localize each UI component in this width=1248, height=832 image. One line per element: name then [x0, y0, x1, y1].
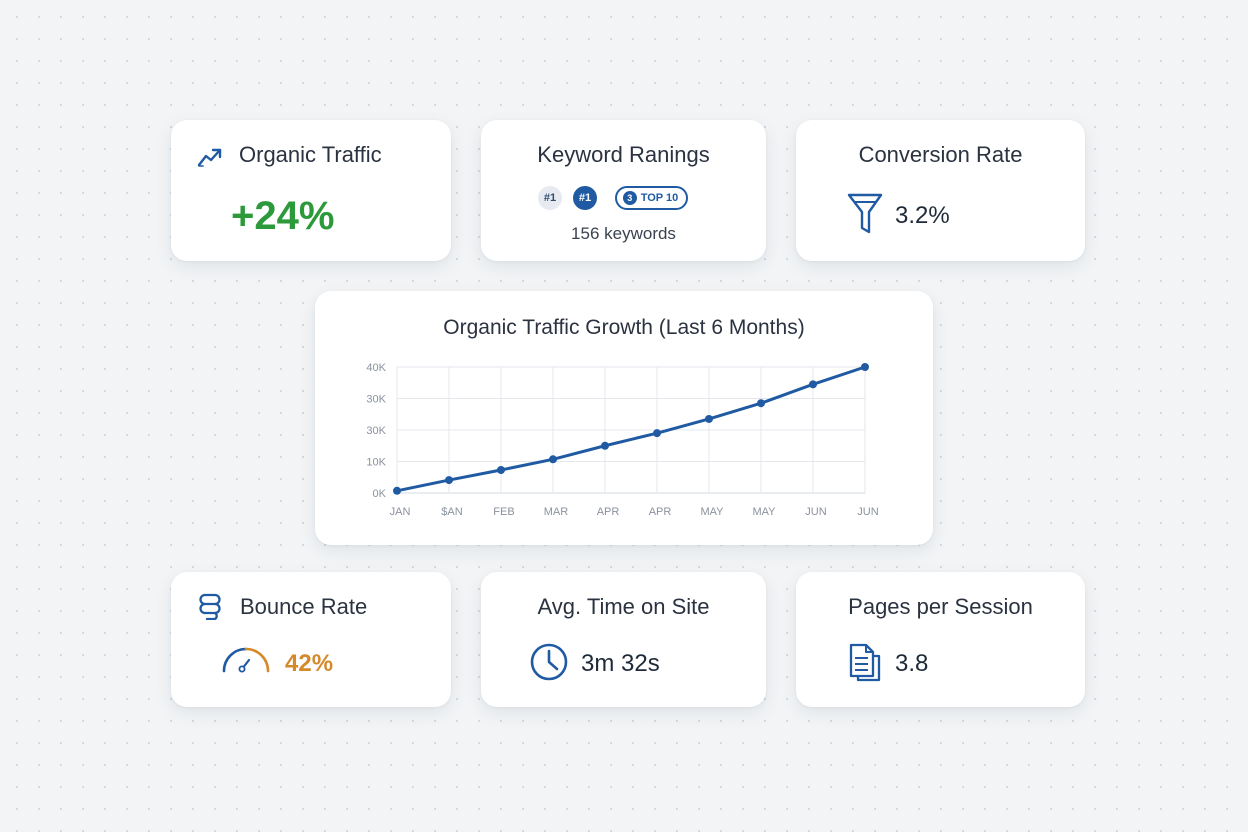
pages-icon — [849, 643, 881, 682]
top10-label: TOP 10 — [640, 192, 679, 204]
top10-badge: 3 TOP 10 — [615, 186, 688, 210]
data-point — [497, 466, 505, 475]
x-tick-label: APR — [649, 506, 672, 518]
data-point — [861, 363, 869, 371]
pages-per-session-value: 3.8 — [895, 650, 929, 677]
rank-circle: 3 — [622, 191, 637, 205]
keyword-count: 156 keywords — [571, 224, 676, 243]
data-point — [757, 399, 765, 408]
gauge-icon — [222, 647, 270, 673]
pages-per-session-card: Pages per Session 3.8 — [796, 572, 1085, 707]
rank-badge-1: #1 — [538, 186, 562, 210]
avg-time-card: Avg. Time on Site 3m 32s — [481, 572, 766, 707]
y-tick-label: 40K — [366, 362, 386, 374]
x-tick-label: MAR — [544, 506, 569, 518]
data-point — [393, 486, 401, 495]
series-line — [395, 365, 867, 493]
y-tick-label: 0K — [373, 488, 387, 500]
bounce-rate-card: Bounce Rate 42% — [171, 572, 451, 707]
bounce-rate-value: 42% — [285, 650, 334, 677]
avg-time-title: Avg. Time on Site — [537, 594, 710, 619]
data-point — [601, 441, 609, 450]
organic-traffic-value: +24% — [231, 194, 335, 238]
organic-traffic-title: Organic Traffic — [239, 142, 382, 167]
traffic-chart-card: Organic Traffic Growth (Last 6 Months) 0… — [315, 291, 933, 545]
x-tick-label: JUN — [805, 506, 826, 518]
conversion-rate-title: Conversion Rate — [858, 142, 1023, 167]
x-tick-label: JAN — [390, 506, 411, 518]
conversion-rate-card: Conversion Rate 3.2% — [796, 120, 1085, 261]
bounce-rate-title: Bounce Rate — [240, 594, 368, 619]
x-tick-label: APR — [597, 506, 620, 518]
avg-time-value: 3m 32s — [581, 650, 660, 677]
data-point — [809, 380, 817, 389]
data-point — [653, 429, 661, 438]
keyword-rankings-title: Keyword Ranings — [537, 142, 710, 167]
clock-icon — [530, 643, 568, 681]
y-tick-label: 30K — [366, 425, 386, 437]
data-point — [549, 455, 557, 464]
x-tick-label: FEB — [493, 506, 514, 518]
trending-up-icon — [197, 148, 222, 167]
bounce-icon — [199, 593, 221, 620]
conversion-rate-value: 3.2% — [895, 202, 950, 229]
x-tick-label: $AN — [441, 506, 462, 518]
x-tick-label: MAY — [700, 506, 724, 518]
funnel-icon — [847, 193, 883, 234]
y-tick-label: 10K — [366, 457, 386, 469]
rank-badge-2: #1 — [573, 186, 597, 210]
x-tick-label: MAY — [752, 506, 776, 518]
x-tick-label: JUN — [857, 506, 878, 518]
data-point — [445, 476, 453, 485]
data-point — [705, 414, 713, 423]
traffic-line-chart: 0K 10K 30K 30K 40K JAN $AN FEB MAR APR APR MAY MAY JU… — [366, 362, 878, 518]
pages-per-session-title: Pages per Session — [848, 594, 1033, 619]
chart-title: Organic Traffic Growth (Last 6 Months) — [443, 316, 805, 339]
y-tick-label: 30K — [366, 394, 386, 406]
organic-traffic-card: Organic Traffic +24% — [171, 120, 451, 261]
